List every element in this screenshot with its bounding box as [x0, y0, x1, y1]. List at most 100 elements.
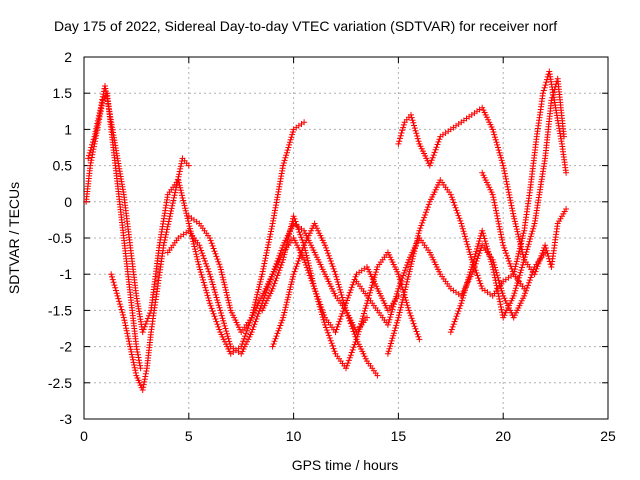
- data-point: [447, 191, 454, 198]
- data-point-run: [218, 310, 233, 347]
- data-point-run: [125, 273, 135, 311]
- data-point-run: [334, 353, 348, 369]
- data-point-run: [344, 339, 359, 369]
- x-tick-label-2: 10: [286, 428, 302, 444]
- data-point-run: [173, 158, 185, 188]
- data-point: [173, 184, 180, 191]
- data-point-run: [501, 295, 516, 319]
- data-point: [114, 292, 121, 299]
- data-point: [127, 343, 134, 350]
- series-track-1: [85, 83, 308, 357]
- data-point: [510, 271, 517, 278]
- data-point-run: [96, 100, 106, 123]
- data-point-run: [293, 121, 305, 131]
- data-point-run: [280, 129, 296, 166]
- data-point-run: [270, 165, 286, 224]
- data-point: [405, 271, 412, 278]
- data-point-run: [460, 113, 473, 124]
- data-point-run: [127, 346, 139, 376]
- data-point-run: [291, 215, 307, 246]
- data-point: [185, 220, 192, 227]
- data-point: [217, 307, 224, 314]
- data-point-run: [356, 265, 368, 276]
- data-point-run: [270, 259, 286, 289]
- data-point-run: [448, 302, 464, 333]
- data-point: [447, 329, 454, 336]
- y-tick-label-2: -2: [60, 339, 73, 355]
- data-point: [301, 119, 308, 126]
- series-track-7: [269, 220, 370, 350]
- data-point-run: [333, 273, 349, 311]
- data-point: [489, 126, 496, 133]
- data-point-run: [403, 114, 412, 123]
- data-point-run: [197, 244, 212, 275]
- series-track-12: [479, 68, 570, 278]
- data-point: [290, 213, 297, 220]
- data-point-run: [439, 273, 453, 290]
- data-point: [510, 292, 517, 299]
- data-point-run: [312, 251, 327, 275]
- data-point: [468, 264, 475, 270]
- data-point: [489, 191, 496, 198]
- data-point: [395, 140, 402, 147]
- data-point-run: [323, 273, 338, 297]
- data-point-run: [532, 244, 548, 275]
- series-track-9: [384, 177, 528, 357]
- data-point: [108, 271, 115, 278]
- data-point-run: [396, 273, 412, 319]
- data-point-run: [355, 280, 369, 297]
- data-point-run: [207, 273, 223, 311]
- data-point-run: [270, 317, 286, 347]
- y-tick-label-3: -1.5: [48, 302, 72, 318]
- data-point-run: [86, 136, 97, 159]
- data-point-run: [207, 302, 223, 333]
- data-points: [83, 68, 570, 393]
- data-point: [458, 220, 465, 227]
- data-point: [343, 365, 349, 372]
- y-tick-label-8: 1: [64, 121, 72, 137]
- data-point: [364, 314, 370, 321]
- data-point-run: [548, 223, 561, 268]
- data-point: [280, 162, 287, 169]
- data-point-run: [104, 92, 114, 130]
- data-point: [489, 264, 496, 270]
- data-point-run: [480, 172, 495, 196]
- data-point: [290, 271, 297, 278]
- data-point-run: [418, 237, 432, 254]
- y-axis-label: SDTVAR / TECUs: [6, 182, 22, 294]
- y-tick-label-9: 1.5: [53, 85, 73, 101]
- data-point: [521, 292, 528, 299]
- data-point: [540, 90, 546, 97]
- data-point-run: [553, 107, 565, 145]
- y-tick-label-10: 2: [64, 49, 72, 65]
- data-point-run: [249, 295, 264, 319]
- data-point-run: [481, 287, 494, 298]
- data-point-run: [542, 100, 555, 159]
- data-point-run: [502, 273, 515, 283]
- data-point-run: [217, 266, 234, 311]
- data-point-run: [218, 331, 233, 355]
- data-point: [160, 242, 167, 249]
- data-point: [322, 242, 328, 249]
- data-point: [426, 162, 433, 169]
- data-point-run: [116, 201, 127, 239]
- data-point-run: [546, 71, 559, 109]
- data-point-run: [323, 244, 338, 275]
- data-point-run: [511, 230, 527, 275]
- data-point-run: [512, 273, 526, 290]
- series-track-3: [108, 155, 192, 393]
- series-track-2: [83, 90, 144, 372]
- data-point-run: [83, 165, 93, 203]
- data-point-run: [156, 194, 171, 246]
- data-point-run: [259, 223, 276, 275]
- data-point: [139, 329, 146, 336]
- data-point-run: [187, 230, 201, 246]
- data-point-run: [522, 266, 537, 297]
- data-point-run: [166, 237, 180, 254]
- data-point: [196, 242, 203, 249]
- data-point-run: [559, 143, 569, 174]
- data-point-run: [355, 317, 369, 333]
- data-point: [416, 227, 423, 234]
- data-point: [353, 336, 360, 343]
- y-tick-label-1: -2.5: [48, 375, 72, 391]
